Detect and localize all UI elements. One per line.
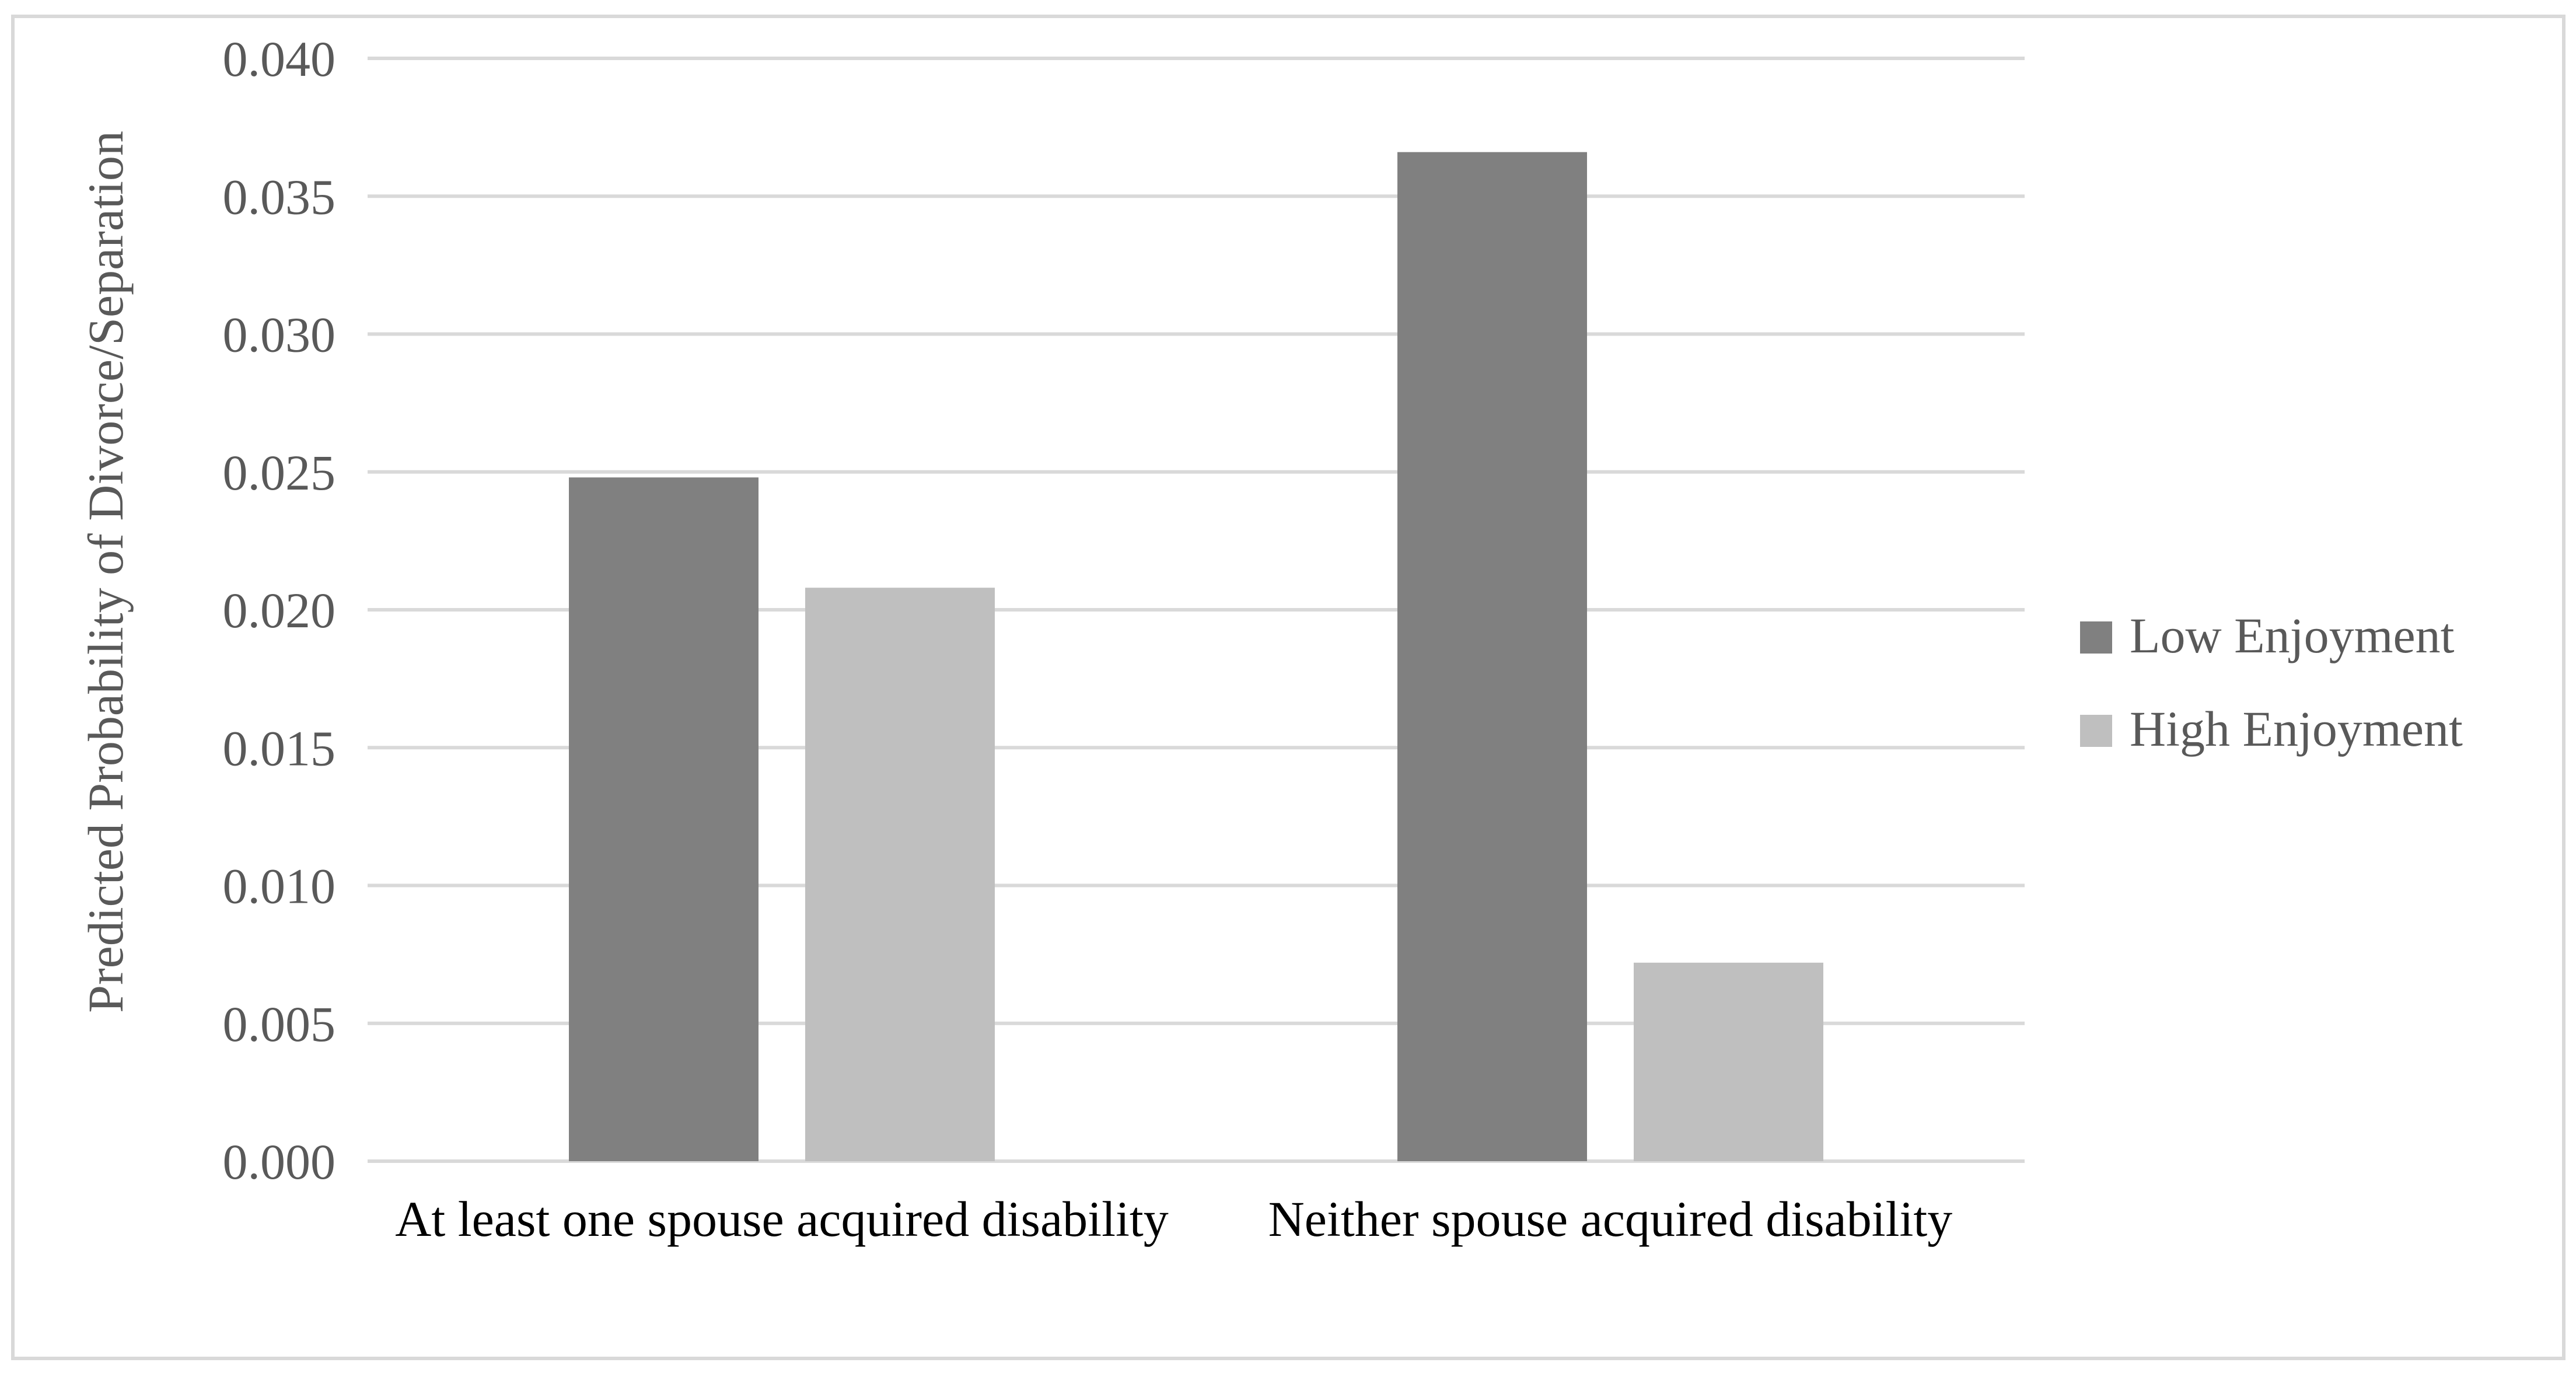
y-tick-label: 0.030 (223, 307, 336, 363)
legend: Low Enjoyment High Enjoyment (2080, 607, 2463, 757)
legend-swatch (2080, 715, 2112, 747)
y-tick-label: 0.025 (223, 445, 336, 501)
bar-low-enjoyment-0 (569, 477, 759, 1162)
legend-label: High Enjoyment (2130, 701, 2463, 757)
chart-border (11, 15, 2565, 1360)
y-tick-label: 0.020 (223, 582, 336, 638)
y-tick-label: 0.015 (223, 720, 336, 776)
bar-high-enjoyment-0 (805, 588, 995, 1161)
y-tick-label: 0.010 (223, 858, 336, 914)
legend-swatch (2080, 621, 2112, 654)
legend-label: Low Enjoyment (2130, 607, 2455, 663)
y-axis-title: Predicted Probability of Divorce/Separat… (78, 131, 134, 1013)
y-tick-label: 0.035 (223, 169, 336, 225)
y-tick-label: 0.000 (223, 1134, 336, 1190)
bars (569, 152, 1823, 1162)
bar-low-enjoyment-1 (1397, 152, 1587, 1161)
x-category-label: Neither spouse acquired disability (1268, 1191, 1953, 1247)
x-category-label: At least one spouse acquired disability (395, 1191, 1169, 1247)
x-axis-category-labels: At least one spouse acquired disability N… (395, 1191, 1952, 1247)
y-tick-label: 0.005 (223, 996, 336, 1052)
y-tick-label: 0.040 (223, 31, 336, 87)
y-axis-tick-labels: 0.000 0.005 0.010 0.015 0.020 0.025 0.030 0.035… (223, 31, 336, 1190)
bar-high-enjoyment-1 (1634, 962, 1823, 1161)
